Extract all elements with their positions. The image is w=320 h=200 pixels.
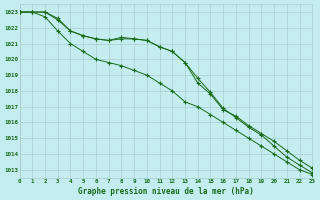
X-axis label: Graphe pression niveau de la mer (hPa): Graphe pression niveau de la mer (hPa): [78, 187, 254, 196]
